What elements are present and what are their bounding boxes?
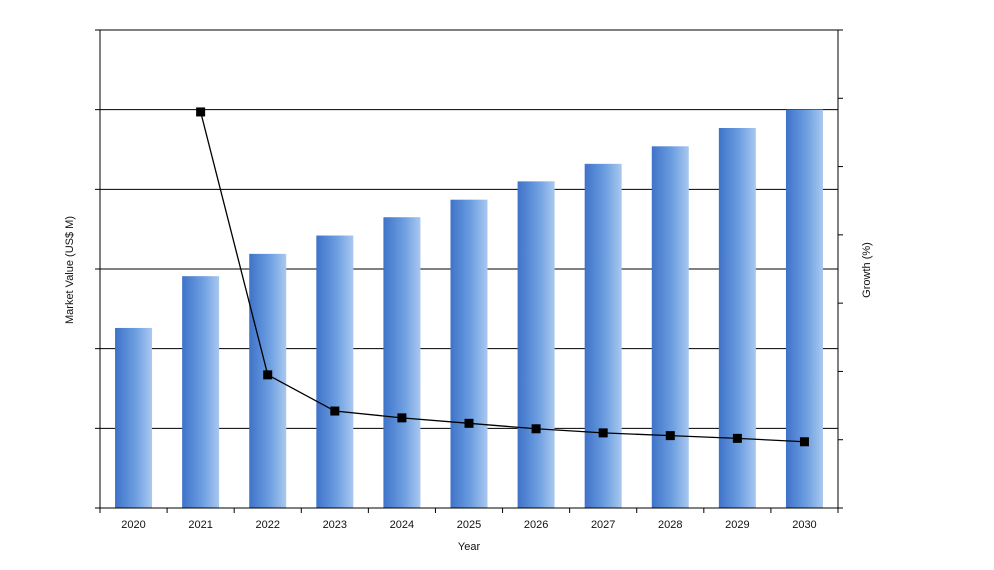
growth-marker bbox=[196, 107, 206, 117]
bar bbox=[785, 109, 823, 509]
growth-marker bbox=[397, 413, 407, 423]
x-tick-label: 2023 bbox=[323, 519, 347, 531]
growth-line-series bbox=[196, 107, 809, 447]
x-tick-label: 2028 bbox=[658, 519, 682, 531]
x-tick-label: 2026 bbox=[524, 519, 548, 531]
bar bbox=[517, 181, 555, 508]
x-tick-label: 2027 bbox=[591, 519, 615, 531]
bar-series bbox=[115, 109, 823, 509]
axes bbox=[95, 29, 843, 513]
bar bbox=[450, 199, 488, 508]
x-tick-label: 2030 bbox=[792, 519, 816, 531]
bar bbox=[383, 217, 421, 508]
growth-marker bbox=[598, 428, 608, 438]
growth-marker bbox=[732, 433, 742, 443]
x-tick-label: 2022 bbox=[255, 519, 279, 531]
x-tick-label: 2020 bbox=[121, 519, 145, 531]
x-tick-label: 2021 bbox=[188, 519, 212, 531]
x-tick-label: 2024 bbox=[390, 519, 414, 531]
growth-marker bbox=[799, 437, 809, 447]
bar bbox=[316, 235, 354, 509]
growth-marker bbox=[464, 418, 474, 428]
bar bbox=[182, 276, 220, 508]
growth-marker bbox=[665, 431, 675, 441]
x-axis-title: Year bbox=[458, 541, 481, 553]
x-tick-label: 2025 bbox=[457, 519, 481, 531]
growth-marker bbox=[330, 406, 340, 416]
y-axis-title: Market Value (US$ M) bbox=[64, 216, 76, 324]
bar bbox=[651, 146, 689, 508]
x-tick-label: 2029 bbox=[725, 519, 749, 531]
growth-marker bbox=[263, 370, 273, 380]
bar bbox=[584, 163, 622, 508]
bar bbox=[115, 327, 153, 508]
y2-axis-title: Growth (%) bbox=[861, 242, 873, 298]
bar bbox=[249, 253, 287, 508]
growth-marker bbox=[531, 424, 541, 434]
growth-line bbox=[200, 111, 805, 443]
x-tick-labels: 2020 2021 2022 2023 2024 2025 2026 2027 2028 2029… bbox=[121, 519, 816, 531]
bar bbox=[718, 127, 756, 509]
